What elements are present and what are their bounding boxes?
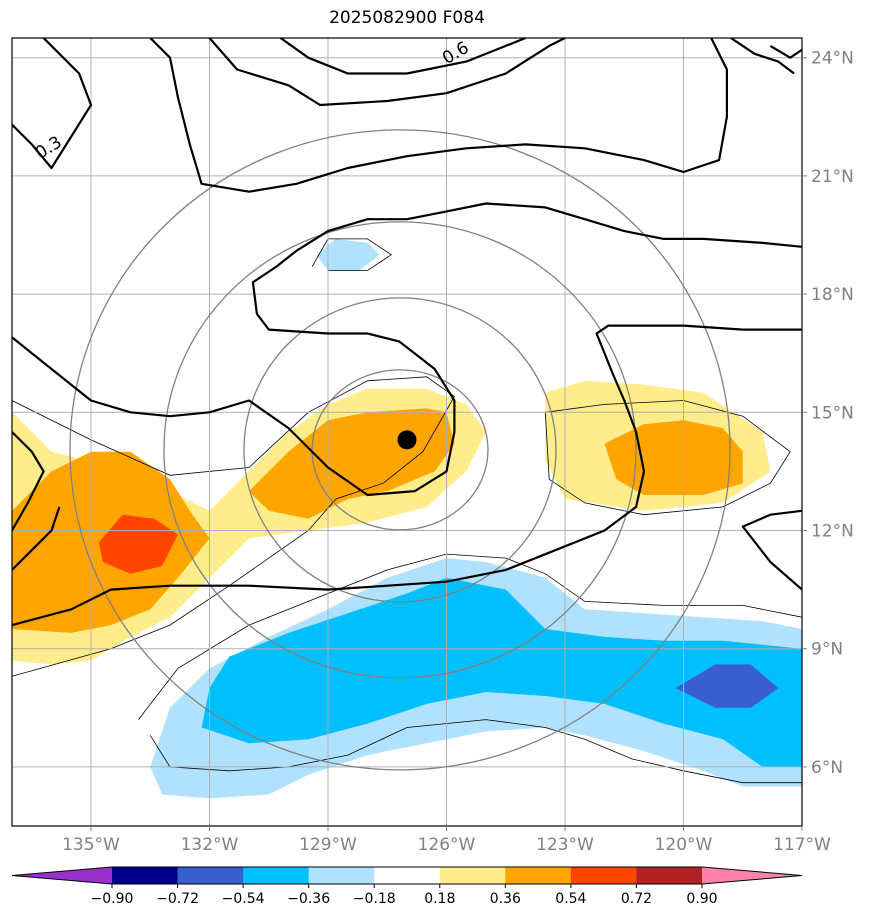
lon-tick-label-0: 135°W	[62, 835, 120, 855]
colorbar-bin-2	[243, 867, 310, 884]
thin-contour-4	[311, 238, 392, 271]
colorbar-tick-label-8: 0.72	[621, 891, 652, 907]
thick-contour-3	[208, 38, 566, 107]
shaded-field	[12, 238, 802, 799]
colorbar-tick-label-9: 0.90	[686, 891, 717, 907]
lon-tick-label-1: 132°W	[181, 835, 239, 855]
lon-tick-label-3: 126°W	[418, 835, 476, 855]
thick-contour-10	[741, 509, 802, 591]
grid-lines	[12, 38, 802, 826]
colorbar-bin-6	[505, 867, 572, 884]
colorbar-bin-3	[308, 867, 375, 884]
thick-contour-0	[12, 38, 93, 170]
thick-contour-6	[12, 202, 802, 497]
colorbar-bin-7	[570, 867, 637, 884]
lat-tick-label-4: 18°N	[811, 285, 854, 305]
colorbar-tick-label-3: −0.36	[287, 891, 330, 907]
colorbar-bin-1	[177, 867, 244, 884]
lat-tick-label-6: 24°N	[811, 49, 854, 69]
colorbar-bin-0	[112, 867, 179, 884]
lon-tick-label-2: 129°W	[299, 835, 357, 855]
map-frame	[11, 37, 803, 827]
range-ring-1	[243, 297, 557, 603]
shaded-region-9	[675, 664, 779, 708]
colorbar-extend-low	[12, 867, 112, 884]
colorbar-tick-label-4: −0.18	[353, 891, 396, 907]
lon-tick-label-5: 120°W	[655, 835, 713, 855]
storm-center	[397, 430, 417, 450]
thick-contour-7	[12, 431, 45, 532]
colorbar-tick-label-1: −0.72	[156, 891, 199, 907]
lon-axis: 135°W 132°W 129°W 126°W 123°W 120°W 117°W	[62, 826, 831, 855]
chart-title: 2025082900 F084	[329, 8, 485, 28]
shaded-region-8	[201, 577, 802, 767]
lon-tick-label-4: 123°W	[536, 835, 594, 855]
shaded-region-5	[98, 514, 178, 574]
colorbar-bin-4	[374, 867, 441, 884]
thick-contour-4	[730, 38, 795, 75]
range-rings	[69, 129, 731, 771]
thin-contour-2	[138, 553, 802, 720]
lat-tick-label-3: 15°N	[811, 403, 854, 423]
thin-contour-1	[544, 400, 791, 516]
lon-tick-label-6: 117°W	[773, 835, 831, 855]
colorbar-bin-8	[636, 867, 703, 884]
range-ring-3	[69, 129, 731, 771]
thick-contour-5	[769, 44, 802, 59]
colorbar-bin-5	[439, 867, 506, 884]
range-ring-0	[311, 369, 489, 531]
lat-tick-label-1: 9°N	[811, 640, 843, 660]
colorbar-extend-high	[702, 867, 802, 884]
shaded-region-4	[604, 420, 743, 495]
colorbar-tick-label-7: 0.54	[555, 891, 586, 907]
lat-tick-label-5: 21°N	[811, 167, 854, 187]
colorbar-tick-label-2: −0.54	[222, 891, 265, 907]
colorbar: −0.90 −0.72 −0.54 −0.36 −0.18 0.18 0.36 0.54 0.7…	[11, 866, 803, 907]
lat-axis: 6°N 9°N 12°N 15°N 18°N 21°N 24°N	[802, 49, 854, 778]
storm-center-marker	[397, 430, 417, 450]
lat-tick-label-2: 12°N	[811, 522, 854, 542]
lat-tick-label-0: 6°N	[811, 758, 843, 778]
thick-contour-8	[12, 506, 61, 571]
colorbar-tick-label-6: 0.36	[490, 891, 521, 907]
colorbar-tick-label-5: 0.18	[424, 891, 455, 907]
thick-contour-1	[149, 38, 728, 193]
colorbar-tick-label-0: −0.90	[91, 891, 134, 907]
thick-contour-2	[279, 38, 526, 75]
shaded-region-7	[316, 238, 380, 271]
range-ring-2	[163, 221, 637, 679]
thick-contour-9	[12, 324, 802, 627]
thick-contours	[12, 38, 802, 627]
